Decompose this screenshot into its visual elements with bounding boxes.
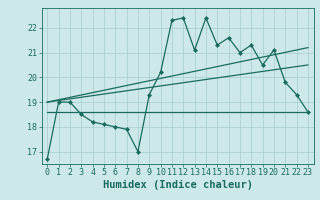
- X-axis label: Humidex (Indice chaleur): Humidex (Indice chaleur): [103, 180, 252, 190]
